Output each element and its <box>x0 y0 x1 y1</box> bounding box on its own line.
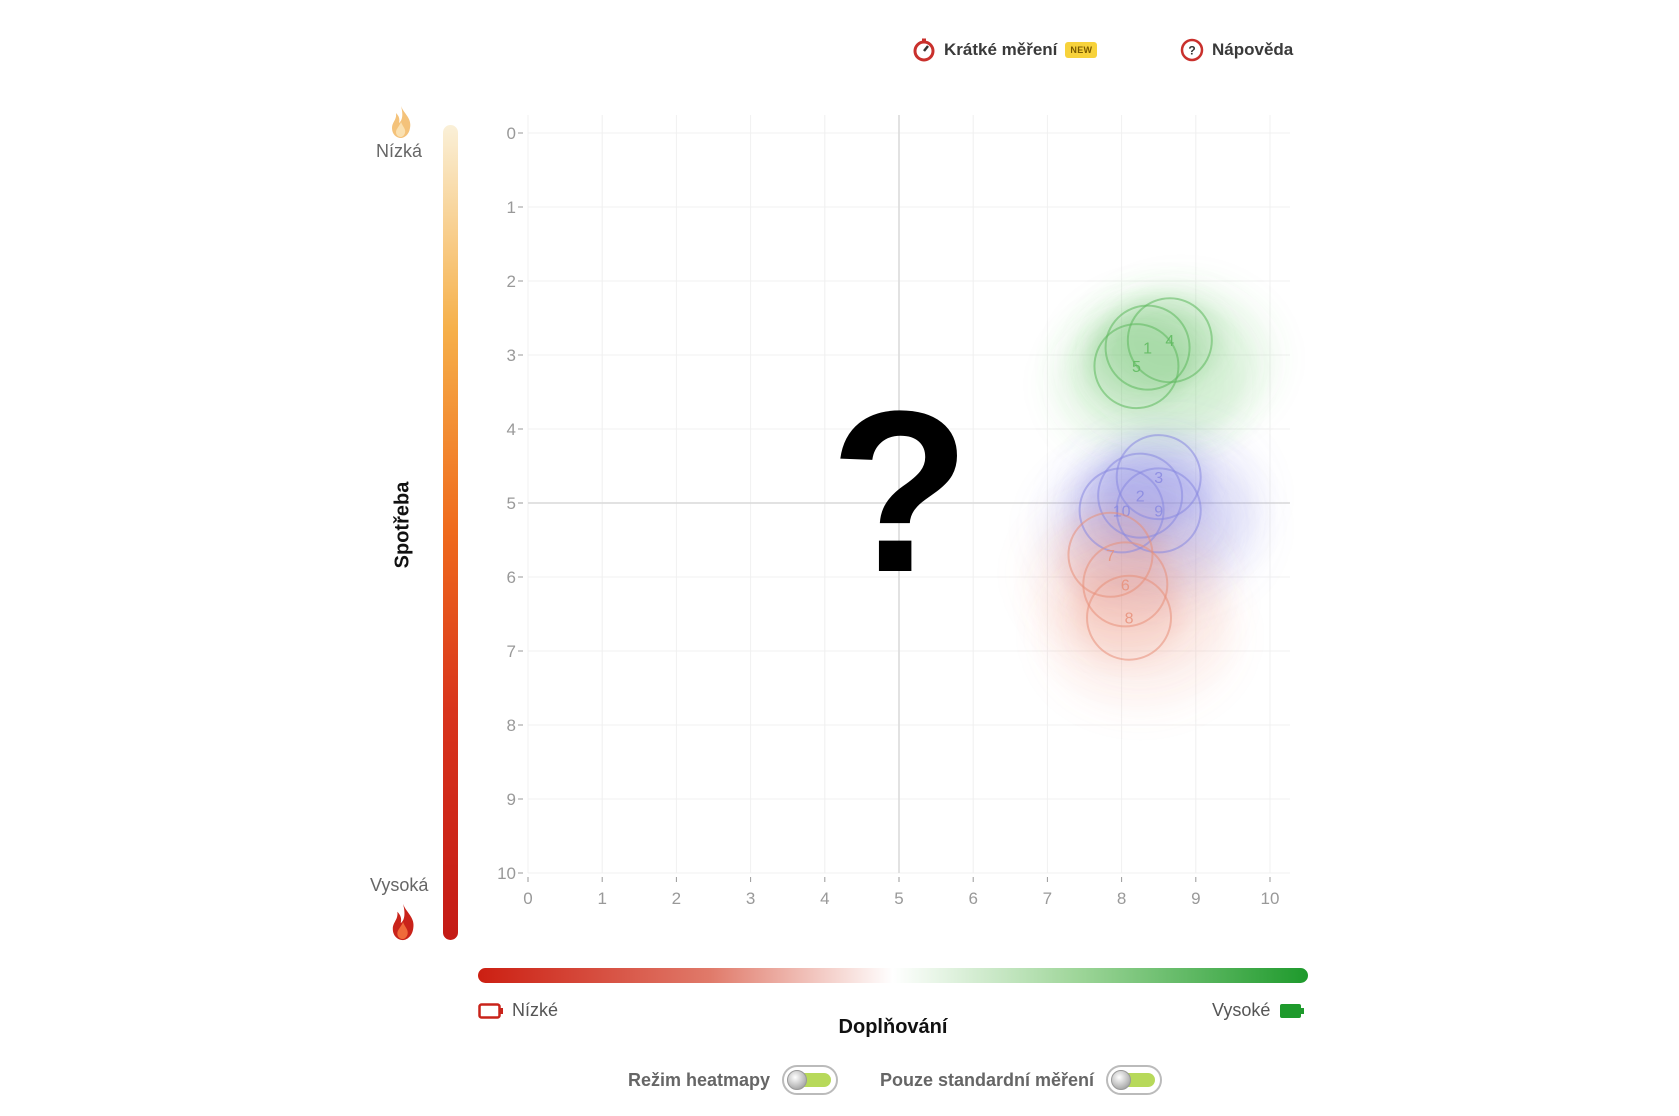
question-mark-overlay: ? <box>829 363 971 620</box>
short-measurement-label: Krátké měření <box>944 40 1058 59</box>
y-tick-label: 7 <box>507 642 516 661</box>
point-label-3: 3 <box>1154 470 1163 487</box>
x-tick-label: 7 <box>1043 889 1052 908</box>
x-tick-label: 3 <box>746 889 755 908</box>
y-tick-label: 6 <box>507 568 516 587</box>
y-tick-label: 3 <box>507 346 516 365</box>
heatmap-toggle-label: Režim heatmapy <box>628 1069 771 1090</box>
x-tick-label: 1 <box>597 889 606 908</box>
help-button[interactable]: ? Nápověda <box>1180 38 1293 62</box>
standard-only-toggle-label: Pouze standardní měření <box>880 1069 1095 1090</box>
x-tick-label: 8 <box>1117 889 1126 908</box>
y-tick-label: 8 <box>507 716 516 735</box>
y-axis-top-label: Nízká <box>376 141 423 161</box>
point-label-6: 6 <box>1121 577 1130 594</box>
y-tick-label: 0 <box>507 124 516 143</box>
y-tick-label: 4 <box>507 420 516 439</box>
point-3 <box>1115 434 1202 521</box>
point-8 <box>1086 574 1173 661</box>
y-tick-label: 2 <box>507 272 516 291</box>
svg-text:?: ? <box>1188 44 1195 58</box>
x-axis-left-label: Nízké <box>512 1000 559 1020</box>
bottom-flame-icon <box>392 903 414 941</box>
point-9 <box>1115 467 1202 554</box>
heatmap-toggle-group: Režim heatmapy <box>628 1065 839 1095</box>
point-4 <box>1126 297 1213 384</box>
x-axis-right-label: Vysoké <box>1212 1000 1271 1020</box>
y-tick-label: 10 <box>497 864 516 883</box>
standard-only-toggle-group: Pouze standardní měření <box>880 1065 1163 1095</box>
question-circle-icon: ? <box>1180 38 1204 62</box>
x-tick-label: 10 <box>1261 889 1280 908</box>
x-tick-label: 4 <box>820 889 829 908</box>
y-axis-title: Spotřeba <box>391 481 414 569</box>
point-label-10: 10 <box>1113 503 1131 520</box>
short-measurement-button[interactable]: Krátké měření NEW <box>912 38 1098 62</box>
help-label: Nápověda <box>1212 40 1294 59</box>
top-flame-icon <box>392 106 411 138</box>
x-tick-label: 2 <box>672 889 681 908</box>
point-10 <box>1078 467 1165 554</box>
y-tick-label: 5 <box>507 494 516 513</box>
y-axis-gradient-bar <box>443 125 458 940</box>
x-tick-label: 5 <box>894 889 903 908</box>
point-2 <box>1097 452 1184 539</box>
x-tick-label: 9 <box>1191 889 1200 908</box>
standard-only-toggle[interactable] <box>1106 1065 1163 1095</box>
battery-empty-icon <box>478 1002 503 1019</box>
battery-full-icon <box>1280 1003 1305 1018</box>
y-tick-label: 9 <box>507 790 516 809</box>
point-5 <box>1093 323 1180 410</box>
x-axis-left-end: Nízké <box>478 1000 558 1021</box>
heatmap-toggle[interactable] <box>782 1065 839 1095</box>
y-axis-bottom-label: Vysoká <box>370 875 429 895</box>
point-label-8: 8 <box>1125 611 1134 628</box>
stopwatch-icon <box>913 38 935 62</box>
x-axis-gradient-bar <box>478 968 1308 983</box>
point-6 <box>1082 541 1169 628</box>
x-tick-label: 6 <box>968 889 977 908</box>
point-label-9: 9 <box>1154 503 1163 520</box>
point-label-7: 7 <box>1106 548 1115 565</box>
x-tick-label: 0 <box>523 889 532 908</box>
heatmap-toggle-knob <box>787 1070 808 1090</box>
point-7 <box>1067 511 1154 598</box>
point-label-5: 5 <box>1132 359 1141 376</box>
standard-only-toggle-knob <box>1111 1070 1132 1090</box>
point-label-1: 1 <box>1143 341 1152 358</box>
x-axis-right-end: Vysoké <box>1212 1000 1306 1021</box>
x-axis-title: Doplňování <box>838 1016 948 1038</box>
point-label-2: 2 <box>1136 489 1145 506</box>
y-tick-label: 1 <box>507 198 516 217</box>
new-badge: NEW <box>1065 42 1098 58</box>
